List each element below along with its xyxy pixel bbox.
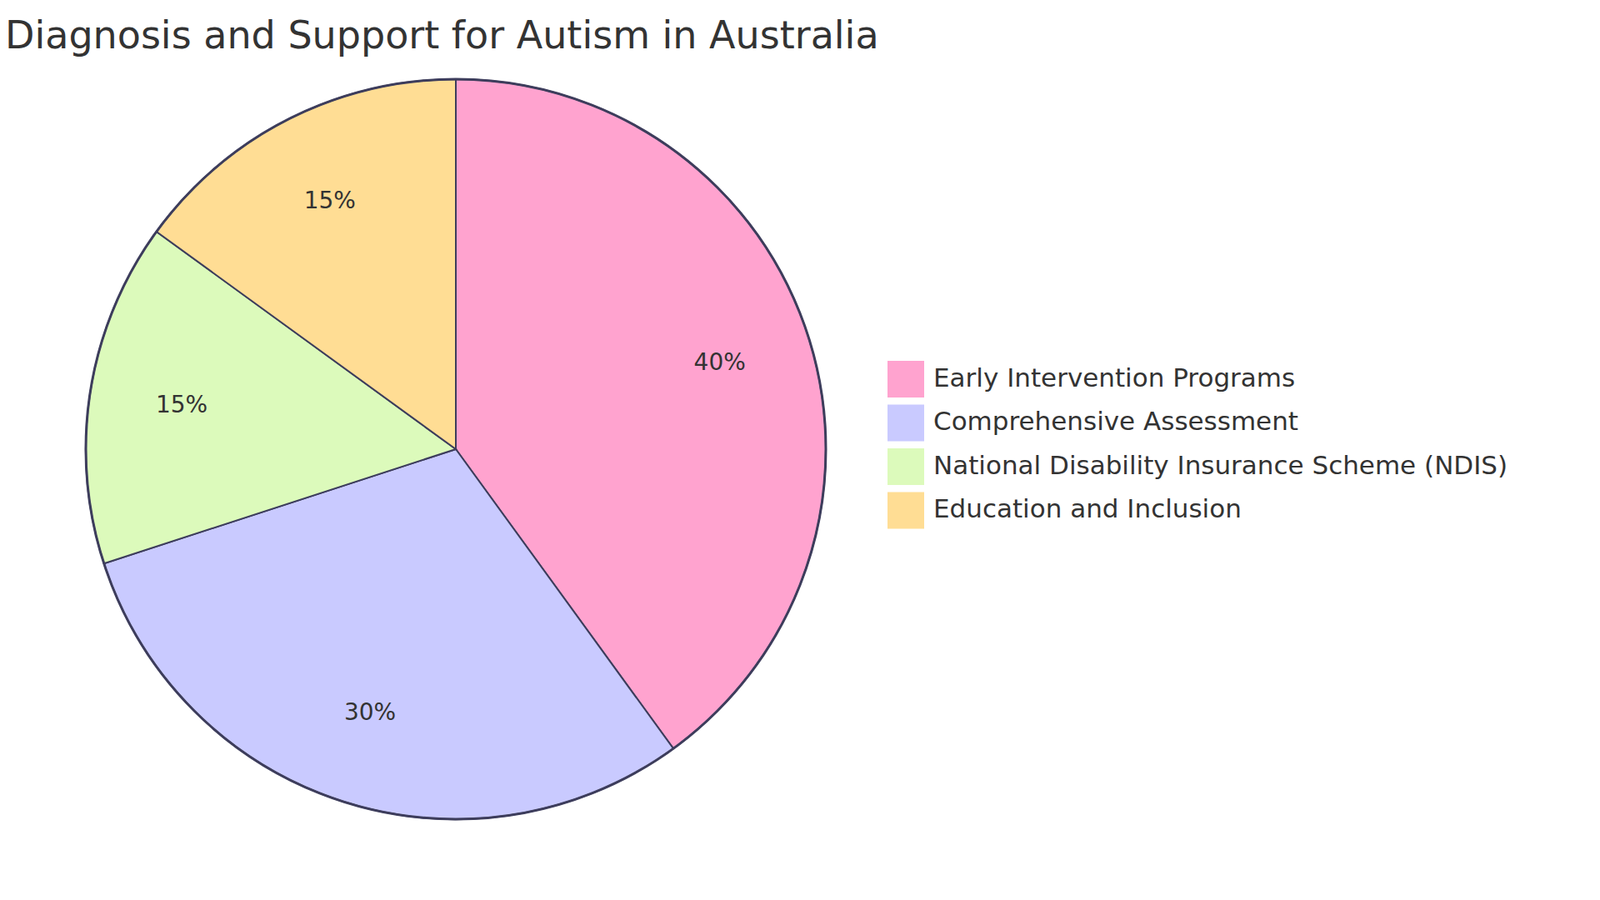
data-label: 30%: [344, 698, 396, 726]
legend-label: Early Intervention Programs: [933, 362, 1295, 393]
slices: [85, 79, 826, 820]
legend-swatch: [887, 448, 925, 485]
legend-swatch: [887, 360, 925, 398]
legend-label: Comprehensive Assessment: [933, 405, 1299, 436]
legend-label: Education and Inclusion: [933, 493, 1242, 524]
legend-label: National Disability Insurance Scheme (ND…: [933, 450, 1508, 480]
data-label: 15%: [304, 186, 356, 215]
data-labels: 40% 30% 15% 15%: [155, 186, 746, 725]
legend-swatch: [887, 492, 925, 530]
legend-swatch: [887, 405, 925, 442]
title: Diagnosis and Support for Autism in Aust…: [5, 12, 880, 58]
data-label: 40%: [694, 348, 746, 376]
slice: [156, 79, 456, 450]
chart: Diagnosis and Support for Autism in Aust…: [0, 0, 1600, 900]
pie-outline: [85, 79, 826, 820]
legend: Early Intervention Programs Comprehensive…: [887, 360, 1508, 530]
data-label: 15%: [155, 390, 208, 419]
